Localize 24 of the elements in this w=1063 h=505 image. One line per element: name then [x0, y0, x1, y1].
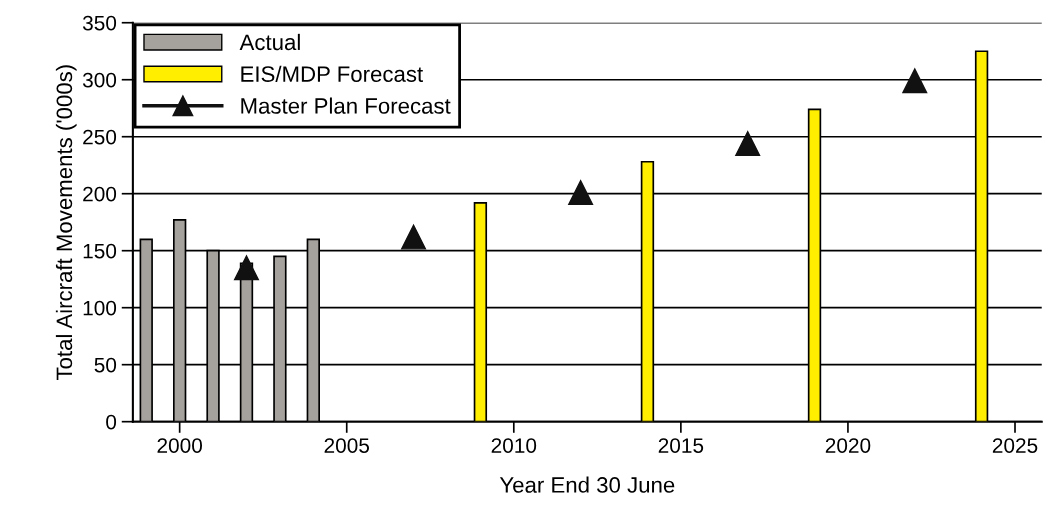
x-axis-title: Year End 30 June	[499, 476, 675, 493]
x-tick-label: 2020	[825, 438, 871, 453]
y-tick-label: 50	[94, 357, 117, 373]
y-tick-label: 0	[106, 414, 117, 430]
y-tick-label: 200	[83, 186, 117, 202]
y-tick-label: 150	[83, 243, 117, 259]
x-tick-label: 2015	[658, 438, 704, 453]
point	[568, 180, 594, 206]
x-tick-label: 2005	[324, 438, 370, 453]
y-tick-label: 250	[83, 129, 117, 145]
legend-label: EIS/MDP Forecast	[241, 65, 423, 82]
y-tick-label: 300	[82, 72, 117, 88]
legend-label: Master Plan Forecast	[241, 97, 451, 114]
point	[233, 255, 259, 281]
point	[401, 224, 427, 250]
point	[735, 131, 761, 157]
x-tick-label: 2025	[992, 438, 1038, 453]
legend-label: Actual	[239, 33, 300, 51]
point	[902, 68, 928, 94]
x-tick-label: 2000	[157, 438, 203, 453]
y-tick-label: 350	[82, 15, 117, 31]
y-tick-label: 100	[83, 300, 117, 316]
x-tick-label: 2010	[491, 438, 537, 453]
y-axis-title: Total Aircraft Movements ('000s)	[55, 65, 77, 381]
